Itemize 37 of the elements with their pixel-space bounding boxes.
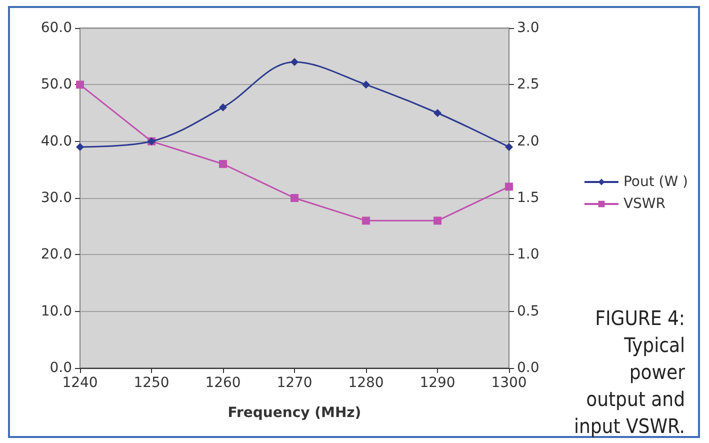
x-tick-label: 1280 — [348, 375, 384, 391]
legend-label: VSWR — [623, 196, 666, 212]
point — [76, 80, 84, 89]
caption: FIGURE 4: Typical power output and input VSWR. — [574, 305, 685, 440]
x-tick-label: 1270 — [276, 375, 312, 391]
y2-tick-label: 0.5 — [517, 303, 540, 320]
y-tick-label: 10.0 — [40, 303, 72, 320]
y-tick-label: 30.0 — [40, 190, 72, 206]
point — [434, 216, 442, 225]
x-tick-label: 1300 — [491, 375, 527, 391]
point — [505, 143, 513, 151]
x-tick-label: 1240 — [62, 375, 98, 391]
y2-tick-label: 0.0 — [517, 360, 540, 376]
point — [362, 216, 370, 225]
legend-label: Pout (W ) — [623, 174, 688, 190]
y-tick-label: 50.0 — [40, 76, 72, 93]
y-tick-label: 20.0 — [40, 246, 72, 263]
x-tick-label: 1260 — [205, 375, 241, 391]
y2-tick-label: 1.0 — [517, 246, 540, 263]
y2-tick-label: 2.0 — [517, 133, 540, 150]
y-tick-label: 0.0 — [50, 360, 72, 376]
point — [219, 160, 227, 168]
point — [290, 194, 298, 202]
y-tick-label: 40.0 — [40, 133, 72, 150]
x-tick-label: 1290 — [420, 375, 456, 391]
point — [505, 182, 513, 191]
y2-tick-label: 1.5 — [517, 190, 540, 206]
point — [290, 58, 298, 66]
point — [219, 103, 227, 112]
y2-tick-label: 3.0 — [517, 20, 540, 36]
point — [76, 143, 84, 151]
point — [434, 109, 442, 117]
point — [362, 80, 370, 89]
y-tick-label: 60.0 — [40, 20, 72, 36]
x-tick-label: 1250 — [134, 375, 170, 391]
x-axis-title: Frequency (MHz) — [228, 405, 362, 421]
y2-tick-label: 2.5 — [517, 76, 540, 93]
